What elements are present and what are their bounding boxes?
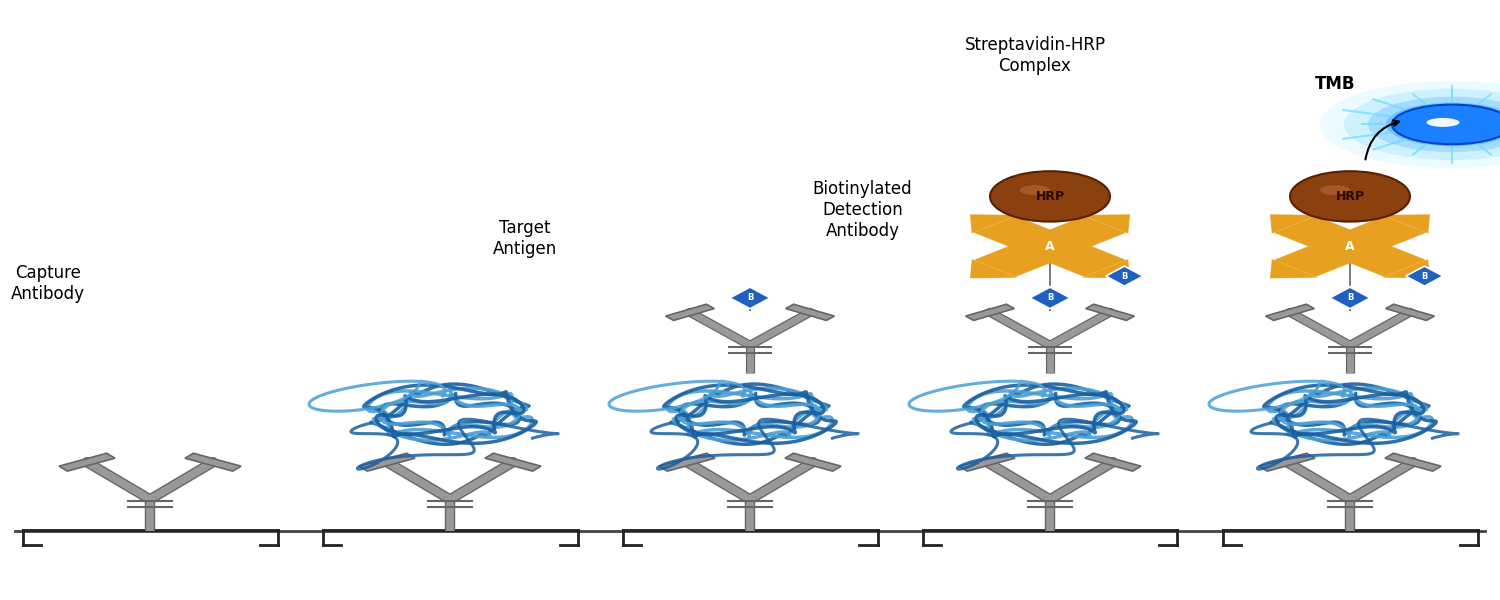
- Polygon shape: [1270, 214, 1318, 233]
- Polygon shape: [958, 453, 1016, 471]
- Polygon shape: [184, 453, 242, 471]
- Ellipse shape: [1386, 103, 1500, 146]
- Ellipse shape: [1392, 104, 1500, 144]
- Polygon shape: [58, 453, 116, 471]
- Text: B: B: [1347, 293, 1353, 302]
- Polygon shape: [1382, 259, 1429, 278]
- Ellipse shape: [1020, 185, 1050, 195]
- Polygon shape: [970, 259, 1018, 278]
- Polygon shape: [1084, 453, 1142, 471]
- Polygon shape: [966, 304, 1014, 320]
- Polygon shape: [1082, 259, 1130, 278]
- Text: A: A: [1046, 240, 1054, 253]
- Polygon shape: [1086, 304, 1134, 320]
- Polygon shape: [1274, 216, 1426, 277]
- Text: A: A: [1346, 240, 1354, 253]
- Polygon shape: [484, 453, 542, 471]
- Ellipse shape: [1290, 171, 1410, 221]
- Polygon shape: [1382, 214, 1429, 233]
- Text: Target
Antigen: Target Antigen: [494, 219, 556, 258]
- Text: B: B: [747, 293, 753, 302]
- Polygon shape: [974, 216, 1126, 277]
- Text: B: B: [1422, 272, 1428, 281]
- Polygon shape: [1266, 304, 1314, 320]
- Text: B: B: [1047, 293, 1053, 302]
- Polygon shape: [974, 216, 1126, 277]
- Ellipse shape: [1344, 89, 1500, 160]
- Polygon shape: [1029, 287, 1069, 309]
- Ellipse shape: [1320, 185, 1350, 195]
- Polygon shape: [1406, 266, 1443, 286]
- Polygon shape: [1270, 259, 1318, 278]
- Polygon shape: [1106, 266, 1143, 286]
- Polygon shape: [1258, 453, 1316, 471]
- Text: Biotinylated
Detection
Antibody: Biotinylated Detection Antibody: [813, 180, 912, 239]
- Text: HRP: HRP: [1335, 190, 1365, 203]
- Ellipse shape: [1426, 118, 1460, 127]
- Polygon shape: [970, 214, 1018, 233]
- Polygon shape: [666, 304, 714, 320]
- Polygon shape: [1082, 214, 1130, 233]
- Polygon shape: [1329, 287, 1371, 309]
- Polygon shape: [786, 304, 834, 320]
- Polygon shape: [1384, 453, 1442, 471]
- Ellipse shape: [1368, 97, 1500, 152]
- Ellipse shape: [990, 171, 1110, 221]
- Polygon shape: [784, 453, 842, 471]
- Polygon shape: [658, 453, 716, 471]
- Ellipse shape: [1320, 81, 1500, 168]
- Text: Capture
Antibody: Capture Antibody: [10, 264, 86, 303]
- Text: HRP: HRP: [1035, 190, 1065, 203]
- Text: TMB: TMB: [1314, 74, 1356, 92]
- Polygon shape: [729, 287, 771, 309]
- Text: Streptavidin-HRP
Complex: Streptavidin-HRP Complex: [964, 36, 1106, 75]
- Polygon shape: [1274, 216, 1426, 277]
- Polygon shape: [358, 453, 416, 471]
- Polygon shape: [1386, 304, 1434, 320]
- Text: B: B: [1122, 272, 1128, 281]
